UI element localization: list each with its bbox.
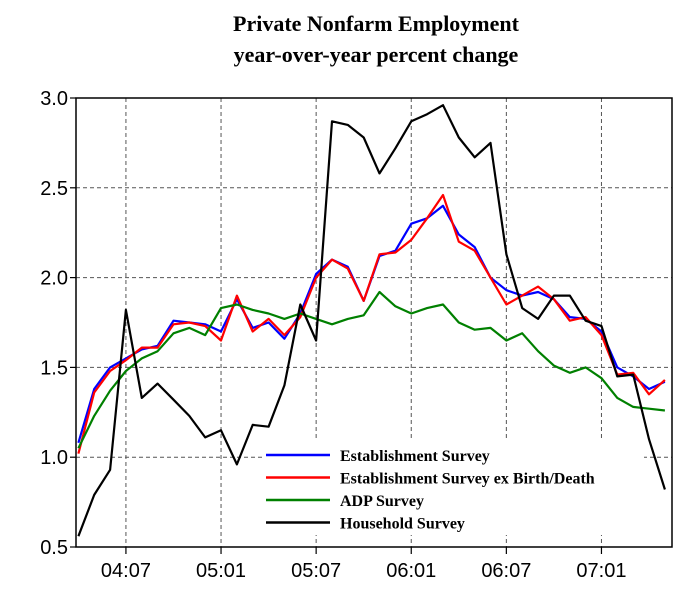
x-tick-label: 04:07: [101, 560, 151, 582]
series-lines: [77, 104, 666, 537]
y-tick-label: 1.5: [40, 357, 68, 379]
legend: Establishment Survey Establishment Survey…: [262, 441, 644, 535]
legend-box: [262, 441, 644, 535]
legend-label: Establishment Survey ex Birth/Death: [340, 471, 595, 488]
x-tick-label: 05:01: [196, 560, 246, 582]
series-line-establishment-survey-ex-birth-death: [77, 193, 666, 454]
axis-ticks: 0.5 1.0 1.5 2.0 2.5 3.0 04:07 05:01 05:07 06:01 06…: [40, 88, 626, 582]
y-tick-label: 3.0: [40, 88, 68, 110]
x-tick-label: 05:07: [291, 560, 341, 582]
x-tick-label: 06:07: [481, 560, 531, 582]
y-tick-label: 2.0: [40, 268, 68, 290]
legend-label: Establishment Survey: [340, 448, 490, 465]
series-line-household-survey: [77, 104, 666, 537]
series-line-establishment-survey: [77, 204, 666, 444]
legend-label: Household Survey: [340, 516, 465, 533]
x-tick-label: 06:01: [386, 560, 436, 582]
plot-frame: [75, 97, 673, 548]
chart-subtitle: year-over-year percent change: [234, 42, 519, 67]
legend-label: ADP Survey: [340, 493, 424, 510]
x-tick-label: 07:01: [576, 560, 626, 582]
chart-title: Private Nonfarm Employment: [233, 11, 520, 36]
series-line-adp-survey: [77, 290, 666, 449]
y-tick-label: 1.0: [40, 447, 68, 469]
y-tick-label: 0.5: [40, 537, 68, 559]
y-tick-label: 2.5: [40, 178, 68, 200]
